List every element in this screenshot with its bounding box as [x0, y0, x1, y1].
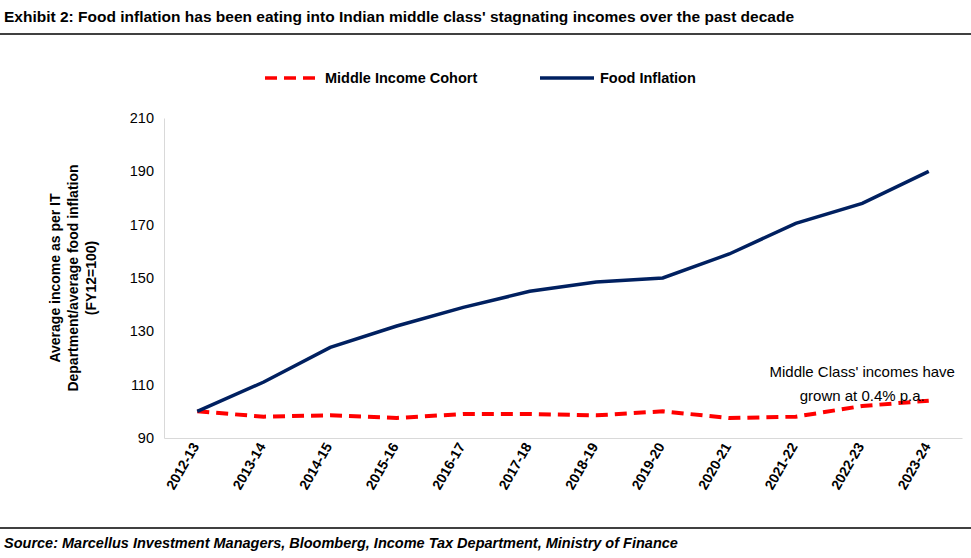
- y-tick: 210: [130, 110, 164, 126]
- x-tick: 2014-15: [296, 438, 336, 492]
- legend-label: Middle Income Cohort: [325, 70, 477, 86]
- legend-label: Food Inflation: [600, 70, 696, 86]
- x-tick-label: 2012-13: [163, 440, 203, 493]
- x-tick: 2013-14: [229, 438, 269, 492]
- annotation: Middle Class' incomes have grown at 0.4% …: [770, 363, 955, 404]
- x-tick-label: 2018-19: [562, 440, 602, 493]
- y-tick: 130: [130, 323, 164, 339]
- y-axis-title-line: (FY12=100): [83, 241, 99, 315]
- x-tick: 2022-23: [828, 438, 868, 492]
- x-tick: 2017-18: [495, 438, 535, 492]
- chart: Exhibit 2: Food inflation has been eatin…: [0, 0, 971, 558]
- y-axis-line: [164, 119, 165, 439]
- y-tick-label: 90: [138, 430, 154, 446]
- y-axis: 90 110 130 150 170 190 210: [130, 110, 165, 446]
- legend-swatch: [265, 76, 319, 80]
- x-axis: 2012-13 2013-14 2014-15 2015-16 2016-17 2017-…: [163, 438, 963, 492]
- y-tick: 90: [138, 430, 164, 446]
- legend-swatch: [540, 76, 594, 80]
- x-axis-line: [165, 438, 963, 439]
- y-axis-title-line: Average income as per IT: [47, 193, 63, 363]
- y-tick: 190: [130, 163, 164, 179]
- y-tick: 150: [130, 270, 164, 286]
- x-tick: 2012-13: [163, 438, 203, 492]
- x-tick-label: 2015-16: [362, 440, 402, 493]
- x-tick-label: 2019-20: [628, 440, 668, 493]
- y-tick-label: 190: [130, 163, 154, 179]
- x-tick: 2015-16: [362, 438, 402, 492]
- y-tick-label: 130: [130, 323, 154, 339]
- x-tick: 2018-19: [562, 438, 602, 492]
- y-tick-label: 110: [131, 377, 154, 393]
- legend: Middle Income Cohort Food Inflation: [265, 70, 696, 86]
- title: Exhibit 2: Food inflation has been eatin…: [4, 8, 794, 25]
- y-tick-label: 170: [130, 217, 154, 233]
- x-tick: 2023-24: [894, 438, 934, 492]
- y-axis-title: Average income as per ITDepartment/avera…: [47, 164, 99, 391]
- y-tick: 110: [131, 377, 164, 393]
- source: Source: Marcellus Investment Managers, B…: [4, 535, 678, 551]
- x-tick-label: 2022-23: [828, 440, 868, 493]
- x-tick-label: 2013-14: [229, 440, 269, 493]
- x-tick-label: 2014-15: [296, 440, 336, 493]
- annotation-line: grown at 0.4% p.a.: [800, 387, 925, 404]
- y-tick: 170: [130, 217, 164, 233]
- x-tick-label: 2020-21: [695, 440, 735, 493]
- x-tick: 2019-20: [628, 438, 668, 492]
- x-tick-label: 2023-24: [894, 440, 934, 493]
- title-rule: [0, 33, 971, 35]
- x-tick-label: 2021-22: [761, 440, 801, 493]
- y-tick-label: 150: [130, 270, 154, 286]
- x-tick: 2020-21: [695, 438, 735, 492]
- x-tick-label: 2017-18: [495, 440, 535, 493]
- plot-area: [197, 171, 929, 418]
- x-tick-label: 2016-17: [429, 440, 469, 493]
- x-tick: 2016-17: [429, 438, 469, 492]
- annotation-line: Middle Class' incomes have: [770, 363, 955, 380]
- source-rule: [0, 527, 971, 529]
- y-tick-label: 210: [130, 110, 154, 126]
- y-axis-title-line: Department/average food inflation: [65, 164, 81, 391]
- x-tick: 2021-22: [761, 438, 801, 492]
